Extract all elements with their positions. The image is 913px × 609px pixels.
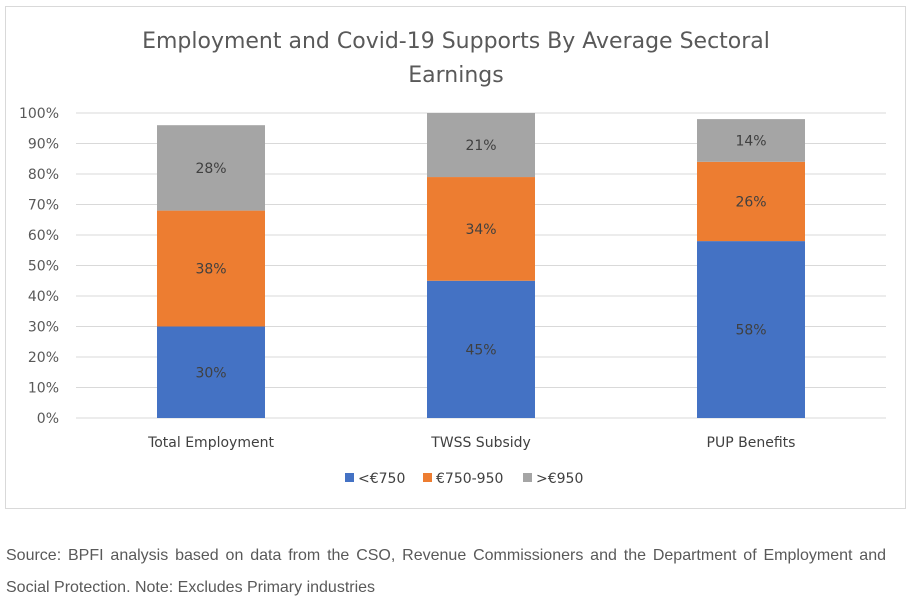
x-category-label-1: Total Employment	[147, 435, 274, 451]
legend-label-2: €750-950	[436, 471, 503, 487]
data-label-2-series-1: 45%	[465, 342, 496, 358]
data-label-3-series-1: 58%	[735, 323, 766, 339]
legend-swatch-2	[423, 473, 432, 482]
chart-title-line-1: Employment and Covid-19 Supports By Aver…	[142, 29, 770, 54]
chart-frame: Employment and Covid-19 Supports By Aver…	[5, 6, 906, 509]
bar-segment-3-series-2	[697, 161, 805, 242]
legend-label-1: <€750	[358, 471, 405, 487]
legend-swatch-3	[523, 473, 532, 482]
y-tick-label-3: 30%	[28, 320, 59, 336]
data-label-2-series-3: 21%	[465, 138, 496, 154]
y-tick-label-1: 10%	[28, 381, 59, 397]
y-tick-label-0: 0%	[37, 411, 59, 427]
bar-segment-2-series-3	[427, 113, 535, 178]
bar-segment-3-series-3	[697, 119, 805, 162]
y-tick-label-2: 20%	[28, 350, 59, 366]
data-label-2-series-2: 34%	[465, 222, 496, 238]
chart-title-line-2: Earnings	[408, 63, 503, 88]
bar-segment-2-series-1	[427, 280, 535, 418]
data-label-1-series-1: 30%	[195, 365, 226, 381]
legend-label-3: >€950	[536, 471, 583, 487]
bar-segment-1-series-3	[157, 125, 265, 211]
y-tick-label-6: 60%	[28, 228, 59, 244]
x-category-label-3: PUP Benefits	[707, 435, 796, 451]
y-tick-label-10: 100%	[19, 106, 59, 122]
bar-segment-3-series-1	[697, 241, 805, 418]
y-tick-label-4: 40%	[28, 289, 59, 305]
source-caption: Source: BPFI analysis based on data from…	[6, 547, 886, 596]
y-tick-label-5: 50%	[28, 259, 59, 275]
legend-swatch-1	[345, 473, 354, 482]
bar-segment-1-series-1	[157, 326, 265, 418]
data-label-1-series-2: 38%	[195, 262, 226, 278]
data-label-1-series-3: 28%	[195, 161, 226, 177]
data-label-3-series-3: 14%	[735, 133, 766, 149]
data-label-3-series-2: 26%	[735, 194, 766, 210]
y-tick-label-9: 90%	[28, 137, 59, 153]
bar-segment-1-series-2	[157, 210, 265, 327]
y-tick-label-8: 80%	[28, 167, 59, 183]
y-tick-label-7: 70%	[28, 198, 59, 214]
stacked-bar-chart: Employment and Covid-19 Supports By Aver…	[19, 29, 886, 487]
bar-segment-2-series-2	[427, 177, 535, 281]
x-category-label-2: TWSS Subsidy	[430, 435, 531, 451]
